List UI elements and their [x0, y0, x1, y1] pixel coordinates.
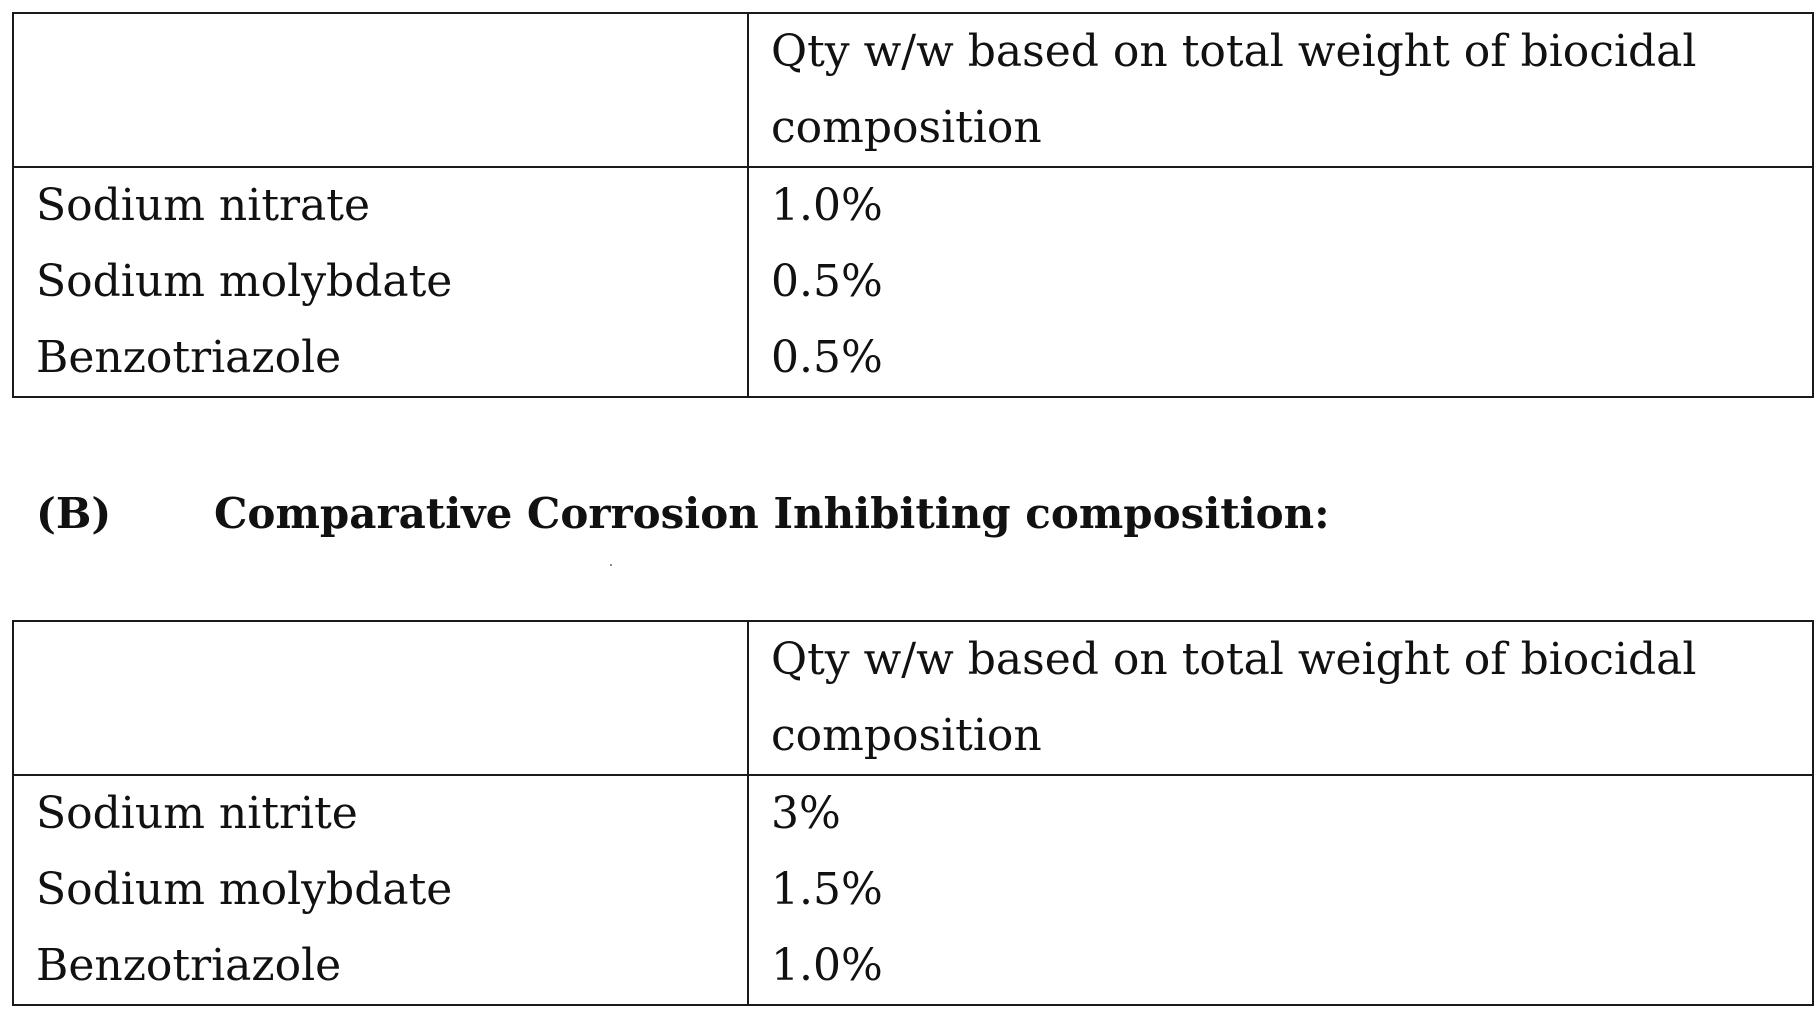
section-title: Comparative Corrosion Inhibiting composi…: [214, 489, 1330, 538]
header-cell-empty: [13, 13, 748, 167]
component-quantity: 0.5%: [748, 320, 1813, 397]
scan-speck: [610, 564, 612, 566]
component-name: Benzotriazole: [13, 928, 748, 1005]
header-cell-empty: [13, 621, 748, 775]
table-row: Benzotriazole 1.0%: [13, 928, 1813, 1005]
component-name: Sodium molybdate: [13, 244, 748, 320]
table-row: Sodium nitrate 1.0%: [13, 167, 1813, 244]
table-row: Sodium molybdate 1.5%: [13, 852, 1813, 928]
component-quantity: 3%: [748, 775, 1813, 852]
table-row: Benzotriazole 0.5%: [13, 320, 1813, 397]
table-header-row: Qty w/w based on total weight of biocida…: [13, 621, 1813, 775]
component-quantity: 1.5%: [748, 852, 1813, 928]
component-name: Benzotriazole: [13, 320, 748, 397]
section-label: (B): [36, 484, 214, 544]
component-quantity: 1.0%: [748, 928, 1813, 1005]
table-row: Sodium molybdate 0.5%: [13, 244, 1813, 320]
header-cell-quantity: Qty w/w based on total weight of biocida…: [748, 621, 1813, 775]
header-cell-quantity: Qty w/w based on total weight of biocida…: [748, 13, 1813, 167]
component-name: Sodium molybdate: [13, 852, 748, 928]
table-row: Sodium nitrite 3%: [13, 775, 1813, 852]
section-heading: (B)Comparative Corrosion Inhibiting comp…: [36, 484, 1330, 544]
component-name: Sodium nitrate: [13, 167, 748, 244]
component-name: Sodium nitrite: [13, 775, 748, 852]
table-header-row: Qty w/w based on total weight of biocida…: [13, 13, 1813, 167]
composition-table-a: Qty w/w based on total weight of biocida…: [12, 12, 1814, 398]
component-quantity: 0.5%: [748, 244, 1813, 320]
component-quantity: 1.0%: [748, 167, 1813, 244]
composition-table-b: Qty w/w based on total weight of biocida…: [12, 620, 1814, 1006]
